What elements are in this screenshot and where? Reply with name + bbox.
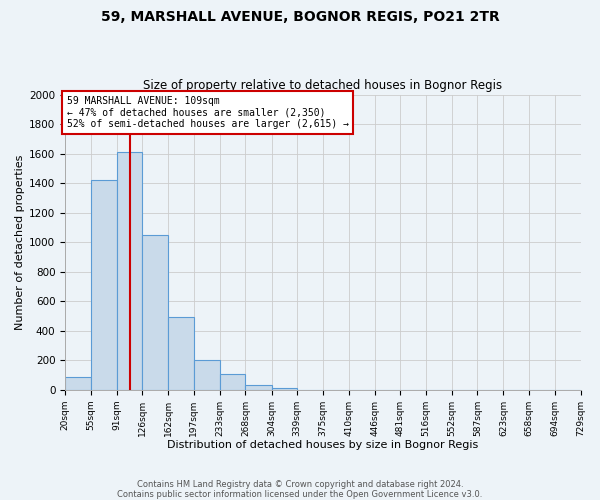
Title: Size of property relative to detached houses in Bognor Regis: Size of property relative to detached ho…	[143, 79, 502, 92]
Bar	[117, 152, 142, 390]
Text: 59, MARSHALL AVENUE, BOGNOR REGIS, PO21 2TR: 59, MARSHALL AVENUE, BOGNOR REGIS, PO21 …	[101, 10, 499, 24]
X-axis label: Distribution of detached houses by size in Bognor Regis: Distribution of detached houses by size …	[167, 440, 478, 450]
Bar	[194, 360, 220, 390]
Bar	[272, 388, 297, 390]
Bar	[142, 235, 169, 390]
Bar	[169, 318, 194, 390]
Text: Contains HM Land Registry data © Crown copyright and database right 2024.
Contai: Contains HM Land Registry data © Crown c…	[118, 480, 482, 499]
Bar	[220, 374, 245, 390]
Text: 59 MARSHALL AVENUE: 109sqm
← 47% of detached houses are smaller (2,350)
52% of s: 59 MARSHALL AVENUE: 109sqm ← 47% of deta…	[67, 96, 349, 129]
Bar	[65, 377, 91, 390]
Bar	[91, 180, 117, 390]
Y-axis label: Number of detached properties: Number of detached properties	[15, 154, 25, 330]
Bar	[245, 384, 272, 390]
